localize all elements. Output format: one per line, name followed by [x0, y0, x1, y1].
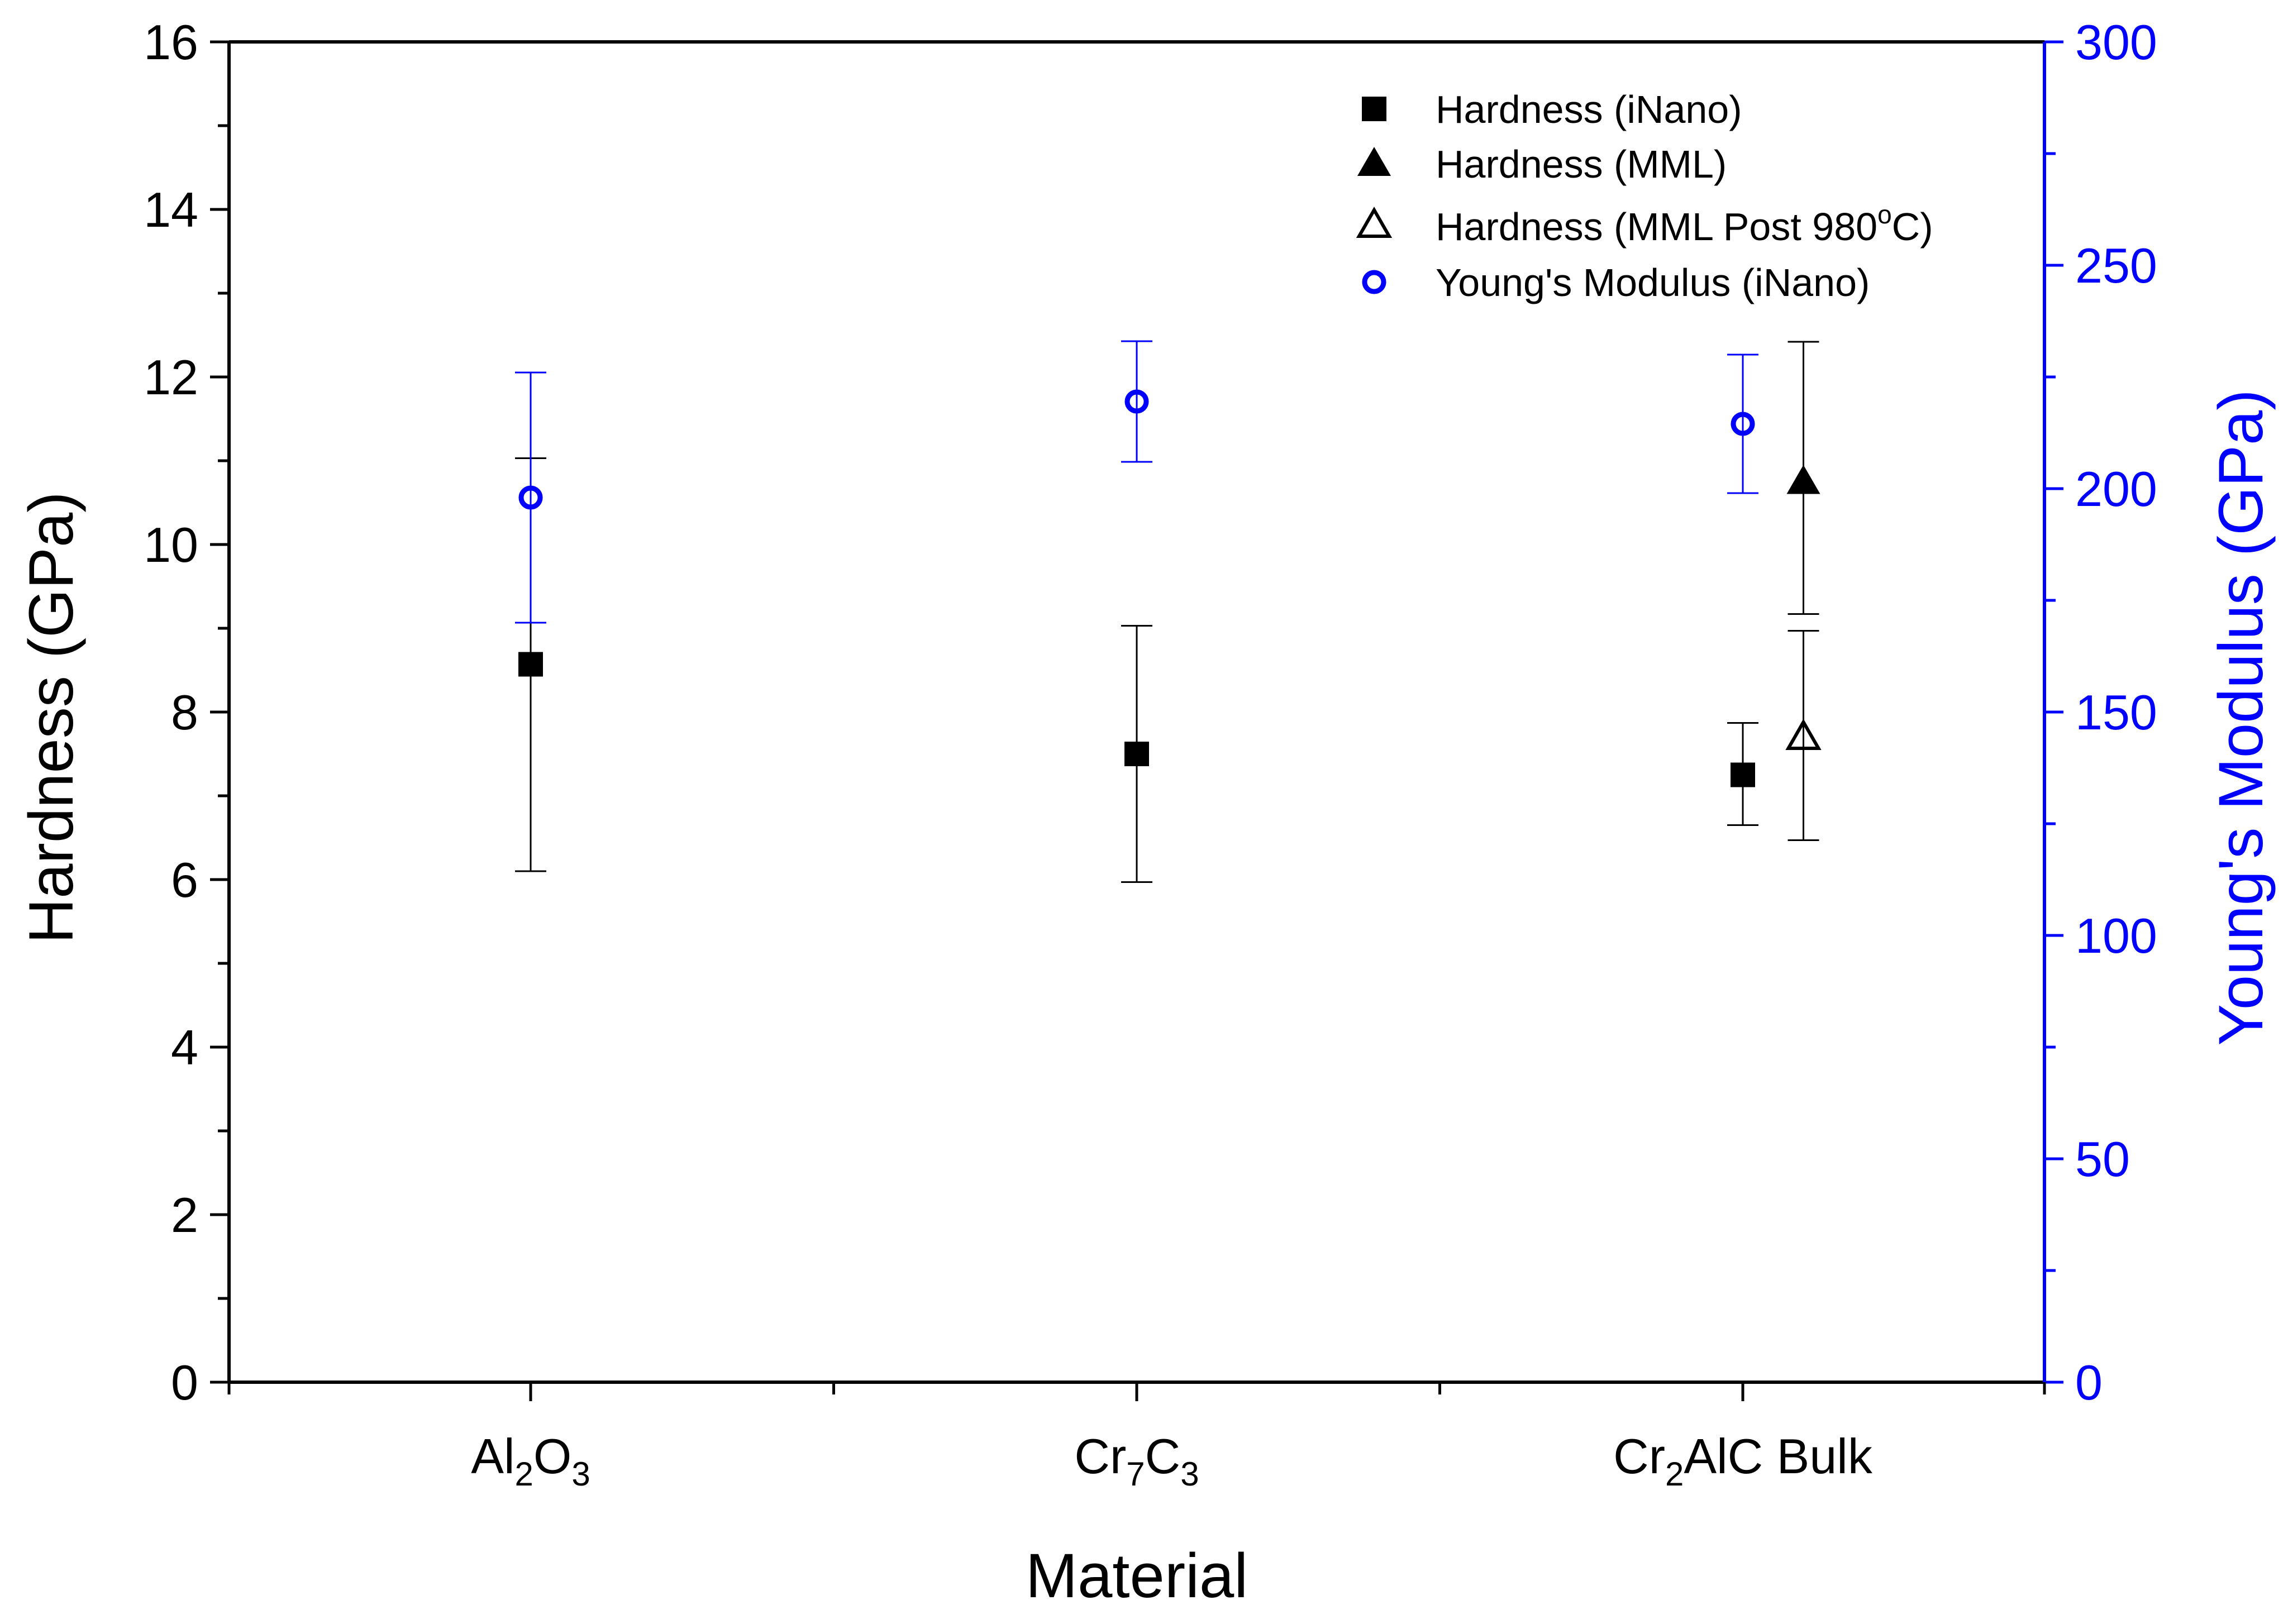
y-right-tick-label: 250: [2075, 238, 2157, 293]
data-point: [1731, 412, 1755, 436]
y-right-tick-label: 150: [2075, 685, 2157, 740]
legend-item: Hardness (MML): [1357, 142, 1727, 186]
axes: 0 2 4 6 8 10 12 14 16 0 50 100 150 200 250 300: [144, 15, 2157, 1410]
x-tick-label: Cr7C3: [1074, 1429, 1199, 1493]
y-axis-title-right: Young's Modulus (GPa): [2206, 389, 2276, 1045]
legend: Hardness (iNano) Hardness (MML) Hardness…: [1356, 88, 1933, 304]
y-right-tick-label: 0: [2075, 1355, 2103, 1410]
y-left-tick-label: 2: [171, 1187, 198, 1243]
y-left-tick-label: 10: [144, 517, 198, 572]
series-triangle-filled: [1786, 341, 1820, 615]
series-triangle-open: [1785, 630, 1822, 841]
x-tick-label: Al2O3: [471, 1429, 590, 1493]
y-right-tick-label: 100: [2075, 908, 2157, 963]
x-tick-label: Cr2AlC Bulk: [1613, 1429, 1873, 1493]
legend-marker: [1356, 206, 1393, 238]
legend-marker: [1362, 97, 1386, 121]
y-left-tick-label: 8: [171, 685, 198, 740]
legend-marker-square-filled: [1362, 97, 1386, 121]
x-axis-title: Material: [1026, 1541, 1248, 1611]
y-left-tick-label: 14: [144, 182, 198, 237]
legend-item: Young's Modulus (iNano): [1362, 261, 1870, 304]
legend-label: Hardness (MML Post 980oC): [1436, 200, 1933, 249]
data-point: [518, 485, 543, 510]
data-point: [1731, 762, 1755, 787]
legend-label: Hardness (MML): [1436, 142, 1727, 186]
plot-data: [515, 340, 1822, 883]
axis-titles: Material Hardness (GPa) Young's Modulus …: [16, 389, 2276, 1611]
data-point: [1124, 389, 1149, 414]
series-circle-open: [515, 340, 1758, 624]
legend-marker: [1357, 147, 1391, 176]
y-right-tick-label: 50: [2075, 1131, 2130, 1187]
data-point: [1786, 465, 1820, 494]
y-left-tick-label: 16: [144, 15, 198, 70]
data-point: [518, 652, 543, 677]
legend-marker-circle-open: [1362, 270, 1386, 294]
legend-marker-triangle-open: [1356, 206, 1393, 238]
y-right-tick-label: 200: [2075, 461, 2157, 517]
legend-item: Hardness (iNano): [1362, 88, 1742, 131]
y-axis-title-left: Hardness (GPa): [16, 491, 86, 943]
data-point: [1124, 742, 1149, 766]
y-right-tick-label: 300: [2075, 15, 2157, 70]
legend-item: Hardness (MML Post 980oC): [1356, 200, 1933, 249]
x-category-labels: Al2O3 Cr7C3 Cr2AlC Bulk: [471, 1429, 1873, 1493]
y-left-tick-label: 6: [171, 852, 198, 907]
legend-label: Young's Modulus (iNano): [1436, 261, 1870, 304]
y-left-tick-label: 12: [144, 350, 198, 405]
series-square-filled: [515, 457, 1758, 883]
y-left-tick-label: 4: [171, 1020, 198, 1075]
legend-label: Hardness (iNano): [1436, 88, 1742, 131]
y-left-tick-label: 0: [171, 1355, 198, 1410]
legend-marker: [1362, 270, 1386, 294]
legend-marker-triangle-filled: [1357, 147, 1391, 176]
data-point: [1785, 718, 1822, 750]
